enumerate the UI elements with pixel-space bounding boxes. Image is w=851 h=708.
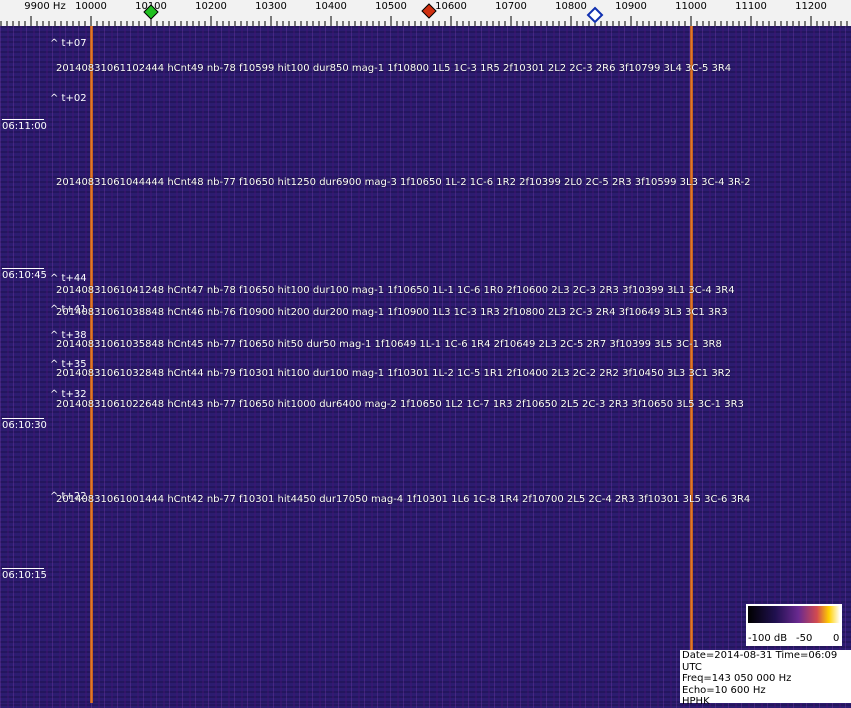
detection-text: 20140831061038848 hCnt46 nb-76 f10900 hi… bbox=[56, 307, 728, 318]
event-marker: ^ t+02 bbox=[50, 93, 87, 104]
marker-red bbox=[421, 3, 437, 19]
info-line: HPHK bbox=[682, 696, 710, 707]
time-label: 06:10:30 bbox=[2, 418, 47, 431]
detection-text: 20140831061041248 hCnt47 nb-78 f10650 hi… bbox=[56, 285, 735, 296]
carrier-line bbox=[90, 26, 93, 703]
marker-blue bbox=[586, 6, 604, 24]
frequency-label: 10600 bbox=[435, 1, 467, 12]
color-gradient bbox=[748, 606, 840, 623]
detection-text: 20140831061035848 hCnt45 nb-77 f10650 hi… bbox=[56, 339, 722, 350]
frequency-label: 10800 bbox=[555, 1, 587, 12]
frequency-label: 10400 bbox=[315, 1, 347, 12]
frequency-label: 11100 bbox=[735, 1, 767, 12]
frequency-label: 11200 bbox=[795, 1, 827, 12]
info-box: Date=2014-08-31 Time=06:09 UTC Freq=143 0… bbox=[680, 650, 851, 707]
frequency-label: 10200 bbox=[195, 1, 227, 12]
frequency-label: 11000 bbox=[675, 1, 707, 12]
frequency-label: 10500 bbox=[375, 1, 407, 12]
info-line: Echo=10 600 Hz bbox=[682, 684, 766, 696]
event-marker: ^ t+07 bbox=[50, 38, 87, 49]
detection-text: 20140831061022648 hCnt43 nb-77 f10650 hi… bbox=[56, 399, 744, 410]
event-marker: ^ t+22 bbox=[50, 491, 87, 502]
info-line: Date=2014-08-31 Time=06:09 UTC bbox=[682, 650, 838, 673]
frequency-axis: 9900 Hz100001010010200103001040010500106… bbox=[0, 0, 851, 26]
info-line: Freq=143 050 000 Hz bbox=[682, 673, 792, 684]
detection-text: 20140831061044444 hCnt48 nb-77 f10650 hi… bbox=[56, 177, 751, 188]
legend-label: -100 dB bbox=[748, 633, 788, 644]
event-marker: ^ t+44 bbox=[50, 273, 87, 284]
legend-label: -50 bbox=[796, 633, 813, 644]
legend-label: 0 bbox=[833, 633, 840, 644]
detection-text: 20140831061032848 hCnt44 nb-79 f10301 hi… bbox=[56, 368, 731, 379]
event-marker: ^ t+41 bbox=[50, 304, 87, 315]
markers bbox=[143, 3, 604, 24]
event-marker: ^ t+32 bbox=[50, 389, 87, 400]
frequency-label: 9900 Hz bbox=[24, 1, 66, 12]
detection-text: 20140831061102444 hCnt49 nb-78 f10599 hi… bbox=[56, 63, 732, 74]
frequency-label: 10700 bbox=[495, 1, 527, 12]
carrier-line bbox=[690, 26, 693, 703]
time-label: 06:10:15 bbox=[2, 568, 47, 581]
frequency-label: 10900 bbox=[615, 1, 647, 12]
detection-text: 20140831061001444 hCnt42 nb-77 f10301 hi… bbox=[56, 494, 751, 505]
marker-green bbox=[143, 4, 159, 20]
frequency-label: 10300 bbox=[255, 1, 287, 12]
time-label: 06:10:45 bbox=[2, 268, 47, 281]
color-legend: -100 dB -50 0 bbox=[746, 604, 842, 646]
event-marker: ^ t+38 bbox=[50, 330, 87, 341]
frequency-label: 10000 bbox=[75, 1, 107, 12]
time-label: 06:11:00 bbox=[2, 119, 47, 132]
axis-ticks bbox=[0, 16, 848, 26]
event-marker: ^ t+35 bbox=[50, 359, 87, 370]
